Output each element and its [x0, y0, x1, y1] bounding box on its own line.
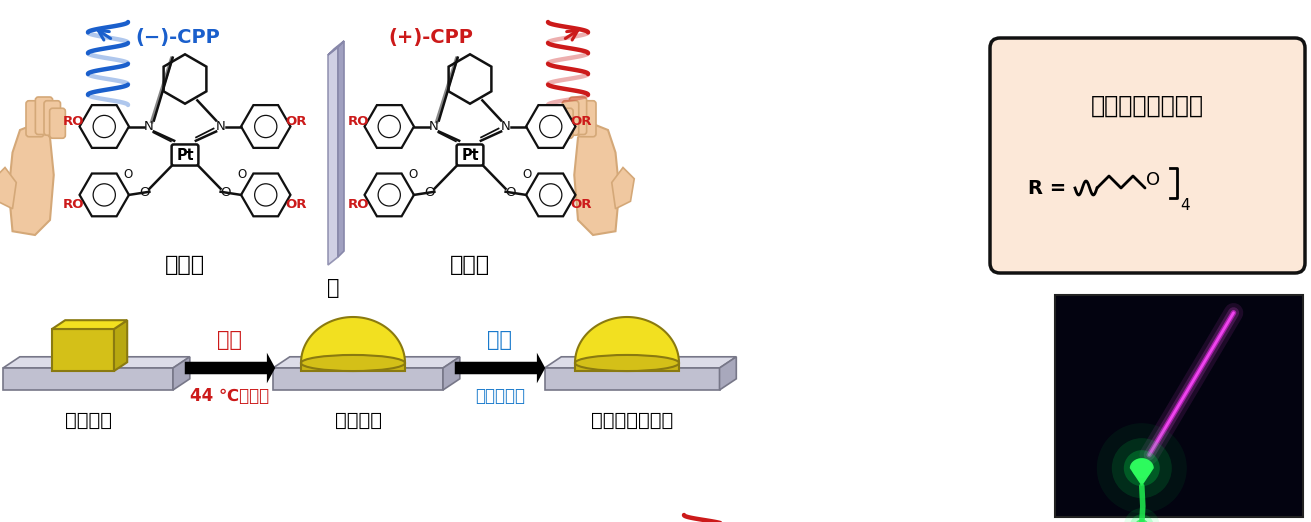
Circle shape — [1124, 450, 1160, 486]
Polygon shape — [52, 329, 114, 371]
Text: Pt: Pt — [176, 148, 194, 163]
Polygon shape — [612, 168, 635, 209]
Polygon shape — [544, 357, 737, 368]
Text: O: O — [408, 168, 418, 181]
Polygon shape — [302, 363, 405, 371]
FancyBboxPatch shape — [45, 101, 60, 135]
Text: (−)-CPP: (−)-CPP — [135, 29, 220, 48]
Text: 過冷却液体状態: 過冷却液体状態 — [591, 410, 673, 430]
Polygon shape — [576, 317, 679, 363]
Text: N: N — [144, 120, 153, 133]
Polygon shape — [80, 173, 128, 216]
Polygon shape — [164, 54, 206, 104]
Text: RO: RO — [63, 115, 85, 128]
Text: 液体を維持: 液体を維持 — [475, 387, 524, 405]
Polygon shape — [338, 41, 343, 257]
Circle shape — [1131, 458, 1152, 478]
Text: (+)-CPP: (+)-CPP — [388, 29, 473, 48]
Circle shape — [1135, 519, 1148, 522]
Polygon shape — [0, 168, 16, 209]
Polygon shape — [173, 357, 190, 390]
Text: O: O — [139, 186, 149, 199]
Text: 鏡: 鏡 — [326, 278, 340, 298]
Text: 加熱: 加熱 — [218, 330, 243, 350]
Polygon shape — [273, 357, 460, 368]
FancyBboxPatch shape — [569, 97, 586, 135]
Text: 冷却: 冷却 — [488, 330, 513, 350]
Text: N: N — [501, 120, 511, 133]
Text: N: N — [216, 120, 225, 133]
Text: O: O — [505, 186, 515, 199]
Text: OR: OR — [570, 198, 591, 211]
Text: O: O — [123, 168, 132, 181]
Polygon shape — [302, 317, 405, 363]
Text: N: N — [429, 120, 439, 133]
FancyBboxPatch shape — [557, 108, 573, 138]
Text: R =: R = — [1028, 179, 1072, 197]
Polygon shape — [574, 123, 619, 235]
Text: 低融点化ユニット: 低融点化ユニット — [1091, 94, 1203, 118]
Polygon shape — [52, 320, 127, 329]
Text: RO: RO — [349, 198, 370, 211]
FancyBboxPatch shape — [578, 101, 597, 137]
Text: 右手型: 右手型 — [450, 255, 490, 275]
Text: RO: RO — [63, 198, 85, 211]
Polygon shape — [526, 105, 576, 148]
Text: RO: RO — [349, 115, 370, 128]
FancyBboxPatch shape — [50, 108, 66, 138]
Text: 液体状態: 液体状態 — [334, 410, 382, 430]
Text: Pt: Pt — [461, 148, 479, 163]
Polygon shape — [3, 357, 190, 368]
Text: OR: OR — [570, 115, 591, 128]
Text: O: O — [1146, 171, 1160, 189]
FancyBboxPatch shape — [562, 101, 578, 135]
Text: O: O — [425, 186, 435, 199]
Text: O: O — [522, 168, 532, 181]
Text: 4: 4 — [1180, 198, 1189, 213]
Text: 左手型: 左手型 — [165, 255, 205, 275]
Polygon shape — [526, 173, 576, 216]
Ellipse shape — [302, 355, 405, 371]
FancyBboxPatch shape — [456, 145, 484, 165]
Text: 44 ℃で融解: 44 ℃で融解 — [190, 387, 270, 405]
FancyBboxPatch shape — [990, 38, 1304, 273]
Polygon shape — [114, 320, 127, 371]
Polygon shape — [80, 105, 128, 148]
Polygon shape — [328, 47, 338, 265]
Circle shape — [1124, 508, 1160, 522]
Polygon shape — [9, 123, 54, 235]
Polygon shape — [1130, 458, 1154, 486]
Circle shape — [1097, 423, 1186, 513]
Polygon shape — [576, 363, 679, 371]
Polygon shape — [443, 357, 460, 390]
Polygon shape — [241, 173, 291, 216]
Polygon shape — [720, 357, 737, 390]
FancyBboxPatch shape — [172, 145, 198, 165]
Circle shape — [1130, 514, 1154, 522]
Text: O: O — [237, 168, 246, 181]
Polygon shape — [364, 105, 414, 148]
FancyBboxPatch shape — [35, 97, 52, 135]
Circle shape — [1112, 438, 1172, 498]
Polygon shape — [544, 368, 720, 390]
Ellipse shape — [576, 355, 679, 371]
Text: O: O — [220, 186, 231, 199]
Text: OR: OR — [286, 115, 307, 128]
Polygon shape — [3, 368, 173, 390]
Bar — [1055, 295, 1303, 517]
Polygon shape — [241, 105, 291, 148]
Text: OR: OR — [286, 198, 307, 211]
Polygon shape — [364, 173, 414, 216]
Polygon shape — [448, 54, 492, 104]
Polygon shape — [328, 41, 343, 55]
FancyBboxPatch shape — [26, 101, 45, 137]
Text: 固体状態: 固体状態 — [64, 410, 111, 430]
Polygon shape — [273, 368, 443, 390]
